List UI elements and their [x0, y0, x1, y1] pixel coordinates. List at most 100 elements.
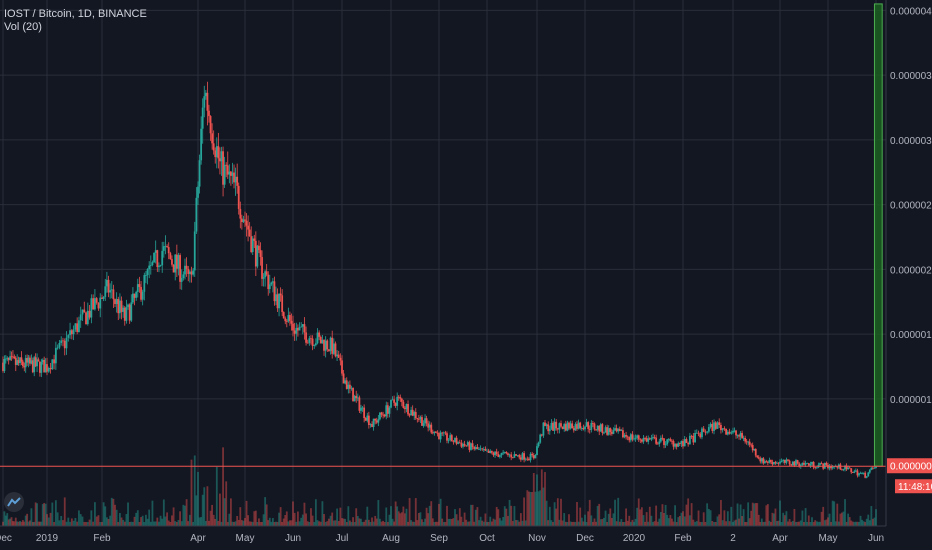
volume-indicator-label[interactable]: Vol (20) [4, 21, 42, 33]
candle-body [95, 298, 98, 303]
candle-body [180, 278, 183, 282]
volume-bar [833, 501, 836, 526]
candle-body [564, 424, 567, 431]
volume-bar [118, 512, 121, 526]
candle-body [850, 468, 853, 473]
volume-bar [275, 521, 277, 526]
candle-body [105, 279, 108, 287]
volume-bar [198, 517, 201, 526]
volume-bar [556, 498, 559, 526]
volume-bar [293, 512, 296, 526]
volume-bar [419, 512, 422, 526]
volume-bar [349, 520, 351, 526]
volume-bar [528, 491, 530, 526]
candle-body [652, 437, 654, 439]
volume-bar [24, 515, 27, 526]
candle-body [468, 442, 471, 450]
volume-bar [132, 521, 134, 526]
candle-body [83, 309, 86, 313]
volume-bar [94, 502, 96, 526]
candle-body [671, 440, 673, 442]
volume-bar [836, 503, 839, 526]
candle-body [13, 356, 16, 359]
candle-body [337, 354, 340, 358]
volume-bar [122, 519, 125, 526]
candle-body [807, 463, 810, 466]
candle-body [484, 448, 487, 451]
candle-body [793, 461, 796, 466]
volume-bar [446, 505, 448, 526]
candle-body [17, 360, 20, 364]
volume-bar [146, 518, 149, 526]
volume-bar [618, 521, 621, 526]
time-axis[interactable]: Dec 2019 Feb Apr May Jun Jul Aug Sep Oct Nov Dec 202… [0, 533, 884, 544]
volume-bar [127, 502, 129, 526]
volume-bar [125, 514, 128, 526]
volume-bar [97, 515, 100, 526]
volume-bar [804, 508, 807, 526]
volume-bar [875, 509, 877, 526]
volume-bar [179, 511, 182, 526]
volume-bar [725, 521, 728, 526]
volume-bar [347, 506, 350, 526]
candle-body [361, 407, 364, 409]
candle-body [388, 407, 391, 414]
volume-bar [301, 514, 304, 526]
candle-body [782, 459, 785, 461]
candle-body [872, 467, 874, 469]
candle-body [577, 422, 580, 429]
candle-body [618, 429, 621, 431]
candle-body [250, 236, 253, 253]
volume-bar [300, 517, 303, 526]
volume-bar [10, 517, 13, 526]
volume-bar [151, 500, 154, 526]
volume-bar [271, 518, 274, 526]
candle-body [476, 447, 479, 450]
candle-body [81, 309, 84, 315]
candle-body [701, 428, 703, 438]
volume-bar [380, 521, 383, 526]
candle-body [430, 424, 433, 433]
volume-bar [790, 521, 793, 526]
candle-body [774, 461, 777, 464]
candle-body [812, 461, 815, 468]
candle-body [404, 407, 406, 410]
candle-body [402, 401, 405, 408]
volume-bar [629, 521, 632, 526]
candle-body [148, 265, 151, 270]
volume-bar [40, 521, 43, 526]
volume-bar [728, 521, 731, 526]
candle-body [561, 426, 564, 430]
candle-body [828, 466, 831, 469]
candle-body [854, 470, 857, 472]
candle-body [702, 428, 705, 432]
volume-bar [685, 504, 688, 526]
volume-bar [316, 520, 319, 526]
tradingview-logo-icon[interactable] [4, 492, 24, 512]
volume-bar [433, 521, 436, 526]
candle-body [244, 219, 246, 221]
volume-bar [644, 521, 646, 526]
volume-bar [782, 512, 785, 526]
candle-body [143, 275, 146, 292]
volume-bar [74, 518, 77, 526]
volume-bar [220, 521, 223, 526]
volume-bar [563, 513, 566, 526]
time-tick-label: Dec [576, 533, 594, 544]
candle-body [110, 289, 113, 291]
candle-body [579, 422, 582, 429]
candle-body [478, 448, 480, 450]
volume-bar [253, 511, 256, 526]
volume-bar [16, 521, 19, 526]
symbol-title[interactable]: IOST / Bitcoin, 1D, BINANCE [4, 8, 147, 20]
price-axis[interactable]: 0.00000400 0.00000350 0.00000300 0.00000250… [890, 6, 932, 406]
volume-bar [702, 512, 705, 526]
price-tick-label: 0.00000100 [890, 395, 932, 406]
candle-body [109, 290, 112, 293]
candle-body [154, 250, 157, 253]
volume-bar [614, 499, 616, 526]
candle-body [677, 443, 680, 447]
candle-body [768, 459, 771, 463]
candle-body [505, 451, 508, 454]
